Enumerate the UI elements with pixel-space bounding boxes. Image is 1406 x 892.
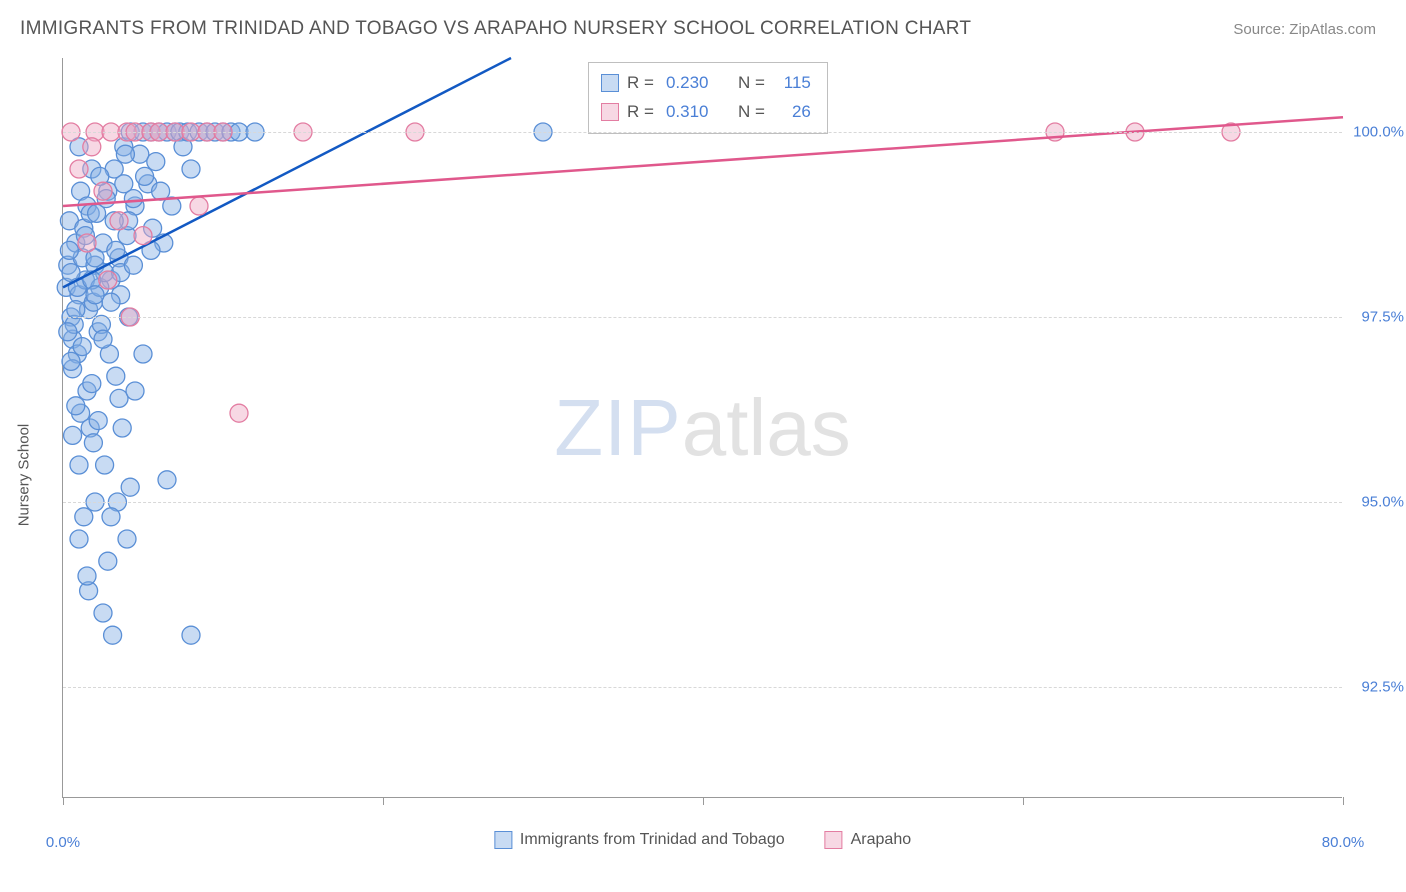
y-tick-label: 92.5%: [1361, 679, 1404, 696]
legend-swatch: [825, 831, 843, 849]
data-point: [78, 567, 96, 585]
x-tick: [383, 797, 384, 805]
stat-n-label: N =: [738, 69, 765, 98]
data-point: [126, 382, 144, 400]
source-name: ZipAtlas.com: [1289, 21, 1376, 38]
data-point: [59, 323, 77, 341]
data-point: [110, 389, 128, 407]
data-point: [86, 286, 104, 304]
data-point: [182, 160, 200, 178]
bottom-legend: Immigrants from Trinidad and Tobago Arapa…: [494, 831, 911, 849]
gridline: [63, 132, 1342, 133]
bottom-legend-item: Immigrants from Trinidad and Tobago: [494, 831, 785, 849]
stat-r-label: R =: [627, 69, 654, 98]
data-point: [89, 412, 107, 430]
data-point: [102, 293, 120, 311]
x-tick: [1023, 797, 1024, 805]
data-point: [70, 530, 88, 548]
bottom-legend-item: Arapaho: [825, 831, 912, 849]
stat-r-value: 0.230: [666, 69, 709, 98]
data-point: [182, 626, 200, 644]
gridline: [63, 317, 1342, 318]
data-point: [73, 338, 91, 356]
legend-swatch: [601, 74, 619, 92]
data-point: [113, 419, 131, 437]
data-point: [124, 256, 142, 274]
data-point: [99, 552, 117, 570]
data-point: [70, 456, 88, 474]
legend-swatch: [494, 831, 512, 849]
data-point: [116, 145, 134, 163]
stat-n-label: N =: [738, 98, 765, 127]
data-point: [230, 404, 248, 422]
y-tick-label: 100.0%: [1353, 124, 1404, 141]
data-point: [60, 241, 78, 259]
data-point: [94, 604, 112, 622]
data-point: [134, 345, 152, 363]
stats-legend: R = 0.230 N = 115 R = 0.310 N = 26: [588, 62, 828, 134]
bottom-legend-label: Arapaho: [851, 831, 912, 849]
data-point: [147, 153, 165, 171]
data-point: [83, 138, 101, 156]
bottom-legend-label: Immigrants from Trinidad and Tobago: [520, 831, 785, 849]
data-point: [67, 397, 85, 415]
data-point: [84, 434, 102, 452]
stats-legend-row: R = 0.310 N = 26: [601, 98, 815, 127]
data-point: [121, 478, 139, 496]
data-point: [94, 182, 112, 200]
data-point: [110, 212, 128, 230]
data-point: [70, 160, 88, 178]
source-label: Source:: [1233, 21, 1289, 38]
x-tick: [63, 797, 64, 805]
data-point: [75, 508, 93, 526]
data-point: [64, 426, 82, 444]
data-point: [99, 271, 117, 289]
data-point: [152, 182, 170, 200]
data-point: [115, 175, 133, 193]
y-tick-label: 95.0%: [1361, 494, 1404, 511]
data-point: [102, 508, 120, 526]
x-tick-label: 80.0%: [1322, 834, 1365, 851]
data-point: [94, 330, 112, 348]
chart-header: IMMIGRANTS FROM TRINIDAD AND TOBAGO VS A…: [0, 0, 1406, 52]
chart-container: Nursery School ZIPatlas R =0.230 N =115R…: [20, 58, 1386, 892]
stat-r-label: R =: [627, 98, 654, 127]
data-point: [104, 626, 122, 644]
data-point: [134, 227, 152, 245]
data-point: [67, 301, 85, 319]
gridline: [63, 502, 1342, 503]
data-point: [96, 456, 114, 474]
data-point: [190, 197, 208, 215]
trend-line: [63, 58, 511, 287]
chart-title: IMMIGRANTS FROM TRINIDAD AND TOBAGO VS A…: [20, 18, 971, 40]
data-point: [78, 234, 96, 252]
data-point: [136, 167, 154, 185]
stats-legend-row: R = 0.230 N = 115: [601, 69, 815, 98]
x-tick: [703, 797, 704, 805]
data-point: [83, 375, 101, 393]
x-tick-label: 0.0%: [46, 834, 80, 851]
data-point: [107, 367, 125, 385]
chart-source: Source: ZipAtlas.com: [1233, 21, 1376, 38]
data-point: [62, 352, 80, 370]
stat-r-value: 0.310: [666, 98, 709, 127]
plot-area: ZIPatlas R =0.230 N =115R =0.310 N =26 I…: [62, 58, 1342, 798]
data-point: [158, 471, 176, 489]
y-axis-title: Nursery School: [16, 424, 33, 527]
stat-n-value: 26: [777, 98, 811, 127]
data-point: [118, 530, 136, 548]
stat-n-value: 115: [777, 69, 811, 98]
gridline: [63, 687, 1342, 688]
y-tick-label: 97.5%: [1361, 309, 1404, 326]
legend-swatch: [601, 103, 619, 121]
x-tick: [1343, 797, 1344, 805]
